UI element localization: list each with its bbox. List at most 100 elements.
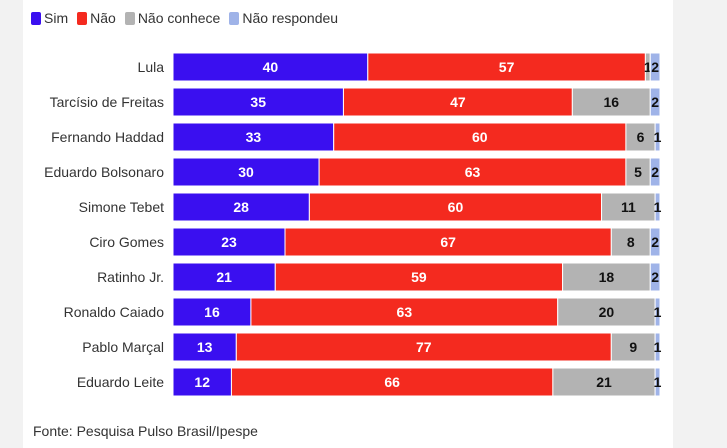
category-label: Ronaldo Caiado bbox=[64, 304, 165, 320]
legend-swatch bbox=[31, 11, 41, 25]
bar-segment bbox=[172, 122, 335, 152]
bar-segment bbox=[367, 52, 646, 82]
data-label: 8 bbox=[627, 234, 635, 250]
bar-segment bbox=[625, 157, 651, 187]
data-label: 77 bbox=[416, 339, 432, 355]
data-label: 9 bbox=[629, 339, 637, 355]
bar-segment bbox=[654, 192, 661, 222]
bar-segment bbox=[649, 227, 661, 257]
category-label: Simone Tebet bbox=[79, 199, 164, 215]
data-label: 2 bbox=[651, 269, 659, 285]
legend-swatch bbox=[229, 11, 240, 25]
data-label: 2 bbox=[651, 164, 659, 180]
bar-segment bbox=[250, 297, 559, 327]
data-label: 60 bbox=[448, 199, 464, 215]
bar-segment bbox=[172, 157, 320, 187]
bar-segment bbox=[230, 367, 554, 397]
data-label: 1 bbox=[654, 304, 662, 320]
category-label: Fernando Haddad bbox=[51, 129, 164, 145]
data-label: 1 bbox=[654, 199, 662, 215]
data-label: 40 bbox=[263, 59, 279, 75]
data-label: 33 bbox=[246, 129, 262, 145]
data-label: 5 bbox=[634, 164, 642, 180]
data-label: 16 bbox=[204, 304, 220, 320]
legend-item: Não respondeu bbox=[229, 10, 338, 26]
data-label: 2 bbox=[651, 234, 659, 250]
bar-segment bbox=[610, 227, 651, 257]
data-label: 20 bbox=[599, 304, 615, 320]
bar-segment bbox=[552, 367, 656, 397]
bar-segment bbox=[649, 52, 661, 82]
bar-segment bbox=[172, 192, 310, 222]
bar-segment bbox=[172, 227, 286, 257]
bar-segment bbox=[654, 122, 661, 152]
data-label: 59 bbox=[411, 269, 427, 285]
data-label: 66 bbox=[384, 374, 400, 390]
chart-card: Sim Não Não conhece Não respondeu Lula 40 57 1… bbox=[23, 0, 673, 448]
bar-segment bbox=[557, 297, 656, 327]
bar-segment bbox=[172, 367, 232, 397]
bar-segment bbox=[274, 262, 564, 292]
bar-segment bbox=[625, 122, 656, 152]
data-label: 21 bbox=[216, 269, 232, 285]
category-label: Ratinho Jr. bbox=[97, 269, 164, 285]
bar-segment bbox=[284, 227, 612, 257]
data-label: 2 bbox=[651, 94, 659, 110]
legend: Sim Não Não conhece Não respondeu bbox=[31, 8, 338, 28]
bar-segment bbox=[172, 332, 237, 362]
legend-item: Não conhece bbox=[124, 10, 221, 26]
data-label: 30 bbox=[238, 164, 254, 180]
bar-segment bbox=[308, 192, 603, 222]
legend-label: Não respondeu bbox=[242, 10, 339, 26]
legend-label: Sim bbox=[44, 10, 69, 26]
bar-segment bbox=[649, 262, 661, 292]
bar-segment bbox=[654, 297, 661, 327]
data-label: 13 bbox=[197, 339, 213, 355]
category-label: Eduardo Bolsonaro bbox=[44, 164, 164, 180]
data-label: 11 bbox=[621, 199, 636, 215]
data-label: 57 bbox=[499, 59, 515, 75]
legend-swatch bbox=[77, 11, 88, 25]
data-label: 1 bbox=[654, 129, 662, 145]
data-label: 47 bbox=[450, 94, 466, 110]
category-label: Eduardo Leite bbox=[77, 374, 164, 390]
data-label: 16 bbox=[604, 94, 620, 110]
data-label: 1 bbox=[654, 374, 662, 390]
legend-label: Não bbox=[90, 10, 116, 26]
bar-segment bbox=[649, 87, 661, 117]
data-label: 67 bbox=[440, 234, 456, 250]
category-label: Tarcísio de Freitas bbox=[50, 94, 164, 110]
bar-segment bbox=[172, 262, 276, 292]
bar-segment bbox=[654, 367, 661, 397]
data-label: 18 bbox=[599, 269, 615, 285]
category-label: Pablo Marçal bbox=[82, 339, 164, 355]
legend-label: Não conhece bbox=[137, 10, 221, 26]
data-label: 6 bbox=[637, 129, 645, 145]
source-note: Fonte: Pesquisa Pulso Brasil/Ipespe bbox=[33, 423, 258, 439]
data-label: 23 bbox=[221, 234, 237, 250]
bar-segment bbox=[601, 192, 656, 222]
legend-item: Não bbox=[77, 10, 116, 26]
bar-segment bbox=[610, 332, 656, 362]
data-label: 21 bbox=[596, 374, 612, 390]
legend-swatch bbox=[124, 11, 135, 25]
data-label: 12 bbox=[194, 374, 210, 390]
data-label: 63 bbox=[397, 304, 413, 320]
data-label: 28 bbox=[233, 199, 249, 215]
bar-segment bbox=[654, 332, 661, 362]
bar-segment bbox=[649, 157, 661, 187]
category-label: Ciro Gomes bbox=[89, 234, 164, 250]
bar-segment bbox=[172, 87, 344, 117]
data-label: 1 bbox=[644, 59, 652, 75]
bar-segment bbox=[172, 52, 369, 82]
data-label: 2 bbox=[651, 59, 659, 75]
bar-segment bbox=[235, 332, 612, 362]
data-label: 60 bbox=[472, 129, 488, 145]
data-label: 35 bbox=[250, 94, 266, 110]
bar-segment bbox=[562, 262, 651, 292]
bar-segment bbox=[333, 122, 627, 152]
legend-item: Sim bbox=[31, 10, 68, 26]
category-label: Lula bbox=[138, 59, 165, 75]
data-label: 63 bbox=[465, 164, 481, 180]
